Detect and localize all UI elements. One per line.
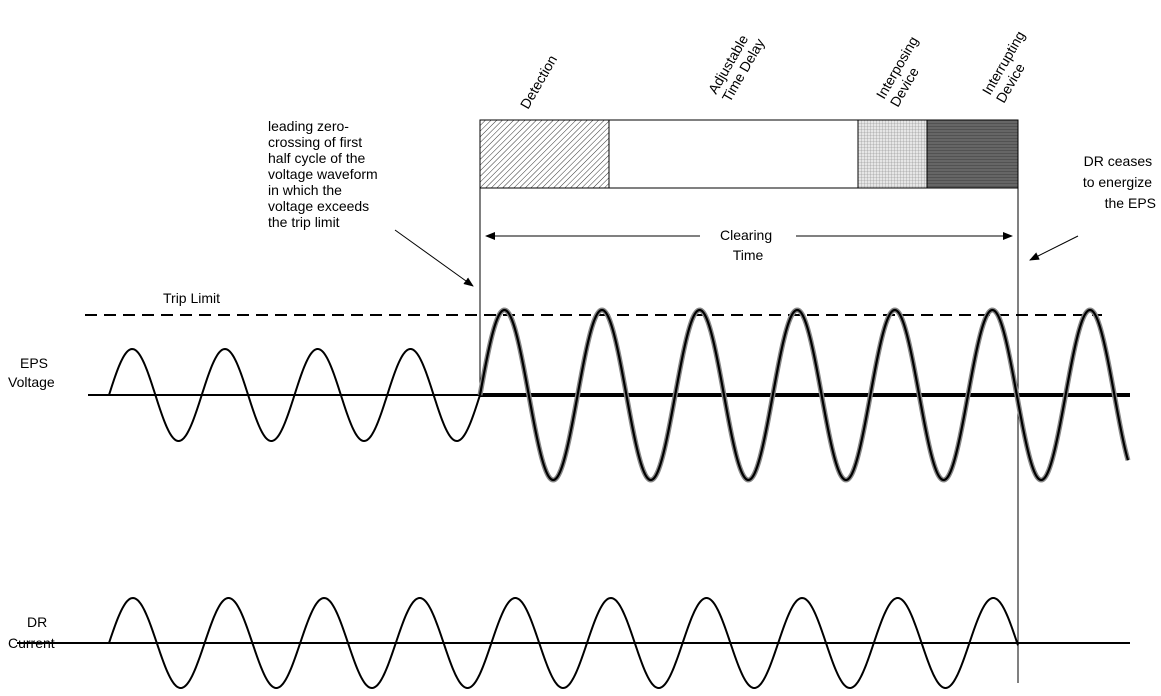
eps-voltage-label: EPS Voltage (8, 355, 55, 390)
eps-voltage-waveform (88, 307, 1131, 483)
clearing-time-arrow: Clearing Time (485, 227, 1013, 263)
trip-limit-label: Trip Limit (163, 290, 220, 306)
eps-normal-sine (108, 347, 481, 443)
dr-ceases-annotation: DR ceases to energize the EPS (1029, 153, 1156, 261)
zero-crossing-note: leading zero- crossing of first half cyc… (268, 118, 382, 230)
detection-label: Detection (517, 52, 560, 111)
detection-block (479, 119, 610, 189)
dr-current-sine (108, 596, 1019, 690)
interposing-device-block (857, 119, 928, 189)
stage-blocks (479, 119, 1019, 189)
dr-current-label: DR Current (8, 614, 55, 651)
zero-crossing-pointer (394, 229, 474, 287)
zero-crossing-annotation: leading zero- crossing of first half cyc… (268, 118, 474, 287)
dr-ceases-note: DR ceases to energize the EPS (1083, 153, 1156, 211)
interposing-device-label: Interposing Device (873, 30, 937, 109)
dr-current-waveform (17, 596, 1130, 690)
time-delay-block (608, 119, 859, 189)
time-delay-label: Adjustable Time Delay (705, 28, 768, 105)
clearing-time-label: Clearing Time (720, 227, 776, 263)
dr-ceases-pointer (1029, 235, 1079, 261)
interrupting-device-label: Interrupting Device (979, 25, 1044, 106)
interrupting-device-block (926, 119, 1019, 189)
eps-overvoltage-sine (478, 308, 1130, 482)
stage-labels: Detection Adjustable Time Delay Interpos… (517, 25, 1044, 111)
